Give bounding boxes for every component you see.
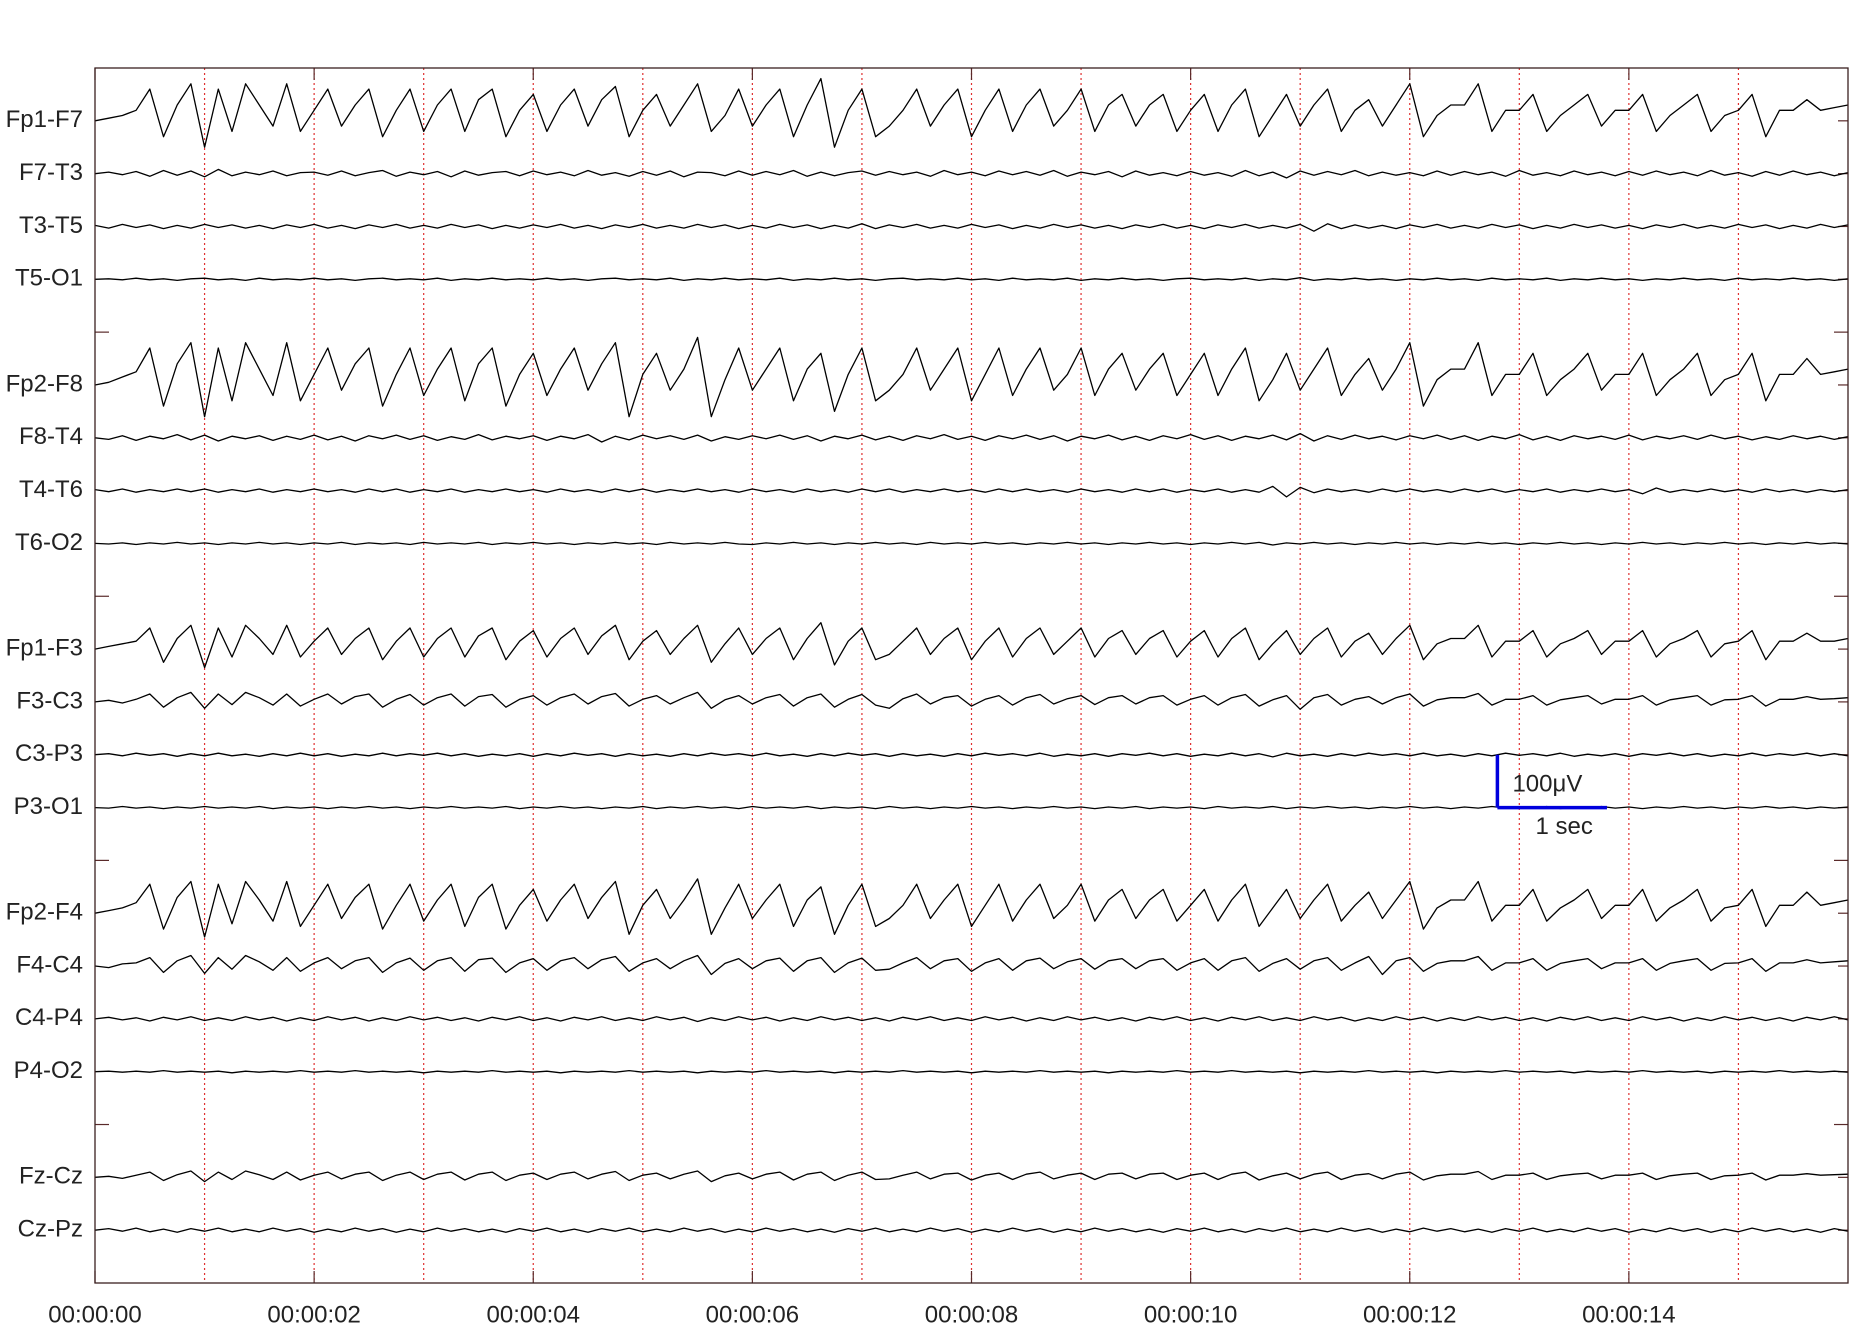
y-tick-label: Fz-Cz bbox=[19, 1163, 83, 1190]
y-tick-label: T4-T6 bbox=[19, 476, 83, 503]
eeg-trace bbox=[94, 1227, 1849, 1233]
eeg-trace bbox=[94, 336, 1849, 418]
y-tick-label: P4-O2 bbox=[14, 1057, 83, 1084]
y-tick-label: Fp1-F7 bbox=[6, 106, 83, 133]
eeg-trace bbox=[94, 168, 1849, 179]
x-tick-label: 00:00:10 bbox=[1144, 1301, 1237, 1328]
y-tick-label: F4-C4 bbox=[16, 951, 83, 978]
y-tick-label: F8-T4 bbox=[19, 423, 83, 450]
y-tick-label: T3-T5 bbox=[19, 212, 83, 239]
plot-frame bbox=[94, 67, 1849, 1284]
x-tick-label: 00:00:12 bbox=[1363, 1301, 1456, 1328]
y-tick-label: Cz-Pz bbox=[18, 1216, 83, 1243]
eeg-trace bbox=[94, 1016, 1849, 1023]
x-tick-label: 00:00:02 bbox=[267, 1301, 360, 1328]
x-tick-label: 00:00:14 bbox=[1582, 1301, 1675, 1328]
eeg-trace bbox=[94, 485, 1849, 498]
eeg-trace bbox=[94, 1069, 1849, 1074]
y-tick-label: F3-C3 bbox=[16, 687, 83, 714]
eeg-trace bbox=[94, 541, 1849, 546]
y-tick-label: C4-P4 bbox=[15, 1004, 83, 1031]
eeg-trace bbox=[94, 691, 1849, 710]
eeg-trace bbox=[94, 277, 1849, 282]
eeg-trace bbox=[94, 622, 1849, 669]
y-tick-label: T6-O2 bbox=[15, 529, 83, 556]
eeg-trace bbox=[94, 954, 1849, 976]
x-tick-label: 00:00:04 bbox=[487, 1301, 580, 1328]
eeg-trace bbox=[94, 432, 1849, 443]
scale-bar-height-label: 100μV bbox=[1512, 770, 1582, 797]
x-tick-label: 00:00:08 bbox=[925, 1301, 1018, 1328]
y-tick-label: Fp1-F3 bbox=[6, 634, 83, 661]
eeg-trace bbox=[94, 1170, 1849, 1183]
y-tick-label: T5-O1 bbox=[15, 265, 83, 292]
y-tick-label: F7-T3 bbox=[19, 159, 83, 186]
eeg-trace bbox=[94, 77, 1849, 148]
y-tick-label: P3-O1 bbox=[14, 793, 83, 820]
y-tick-label: Fp2-F8 bbox=[6, 370, 83, 397]
eeg-trace bbox=[94, 223, 1849, 232]
scale-bar-width-label: 1 sec bbox=[1535, 813, 1592, 840]
y-tick-label: Fp2-F4 bbox=[6, 899, 83, 926]
x-tick-label: 00:00:06 bbox=[706, 1301, 799, 1328]
eeg-trace bbox=[94, 878, 1849, 938]
eeg-trace bbox=[94, 752, 1849, 758]
x-tick-label: 00:00:00 bbox=[48, 1301, 141, 1328]
y-tick-label: C3-P3 bbox=[15, 740, 83, 767]
